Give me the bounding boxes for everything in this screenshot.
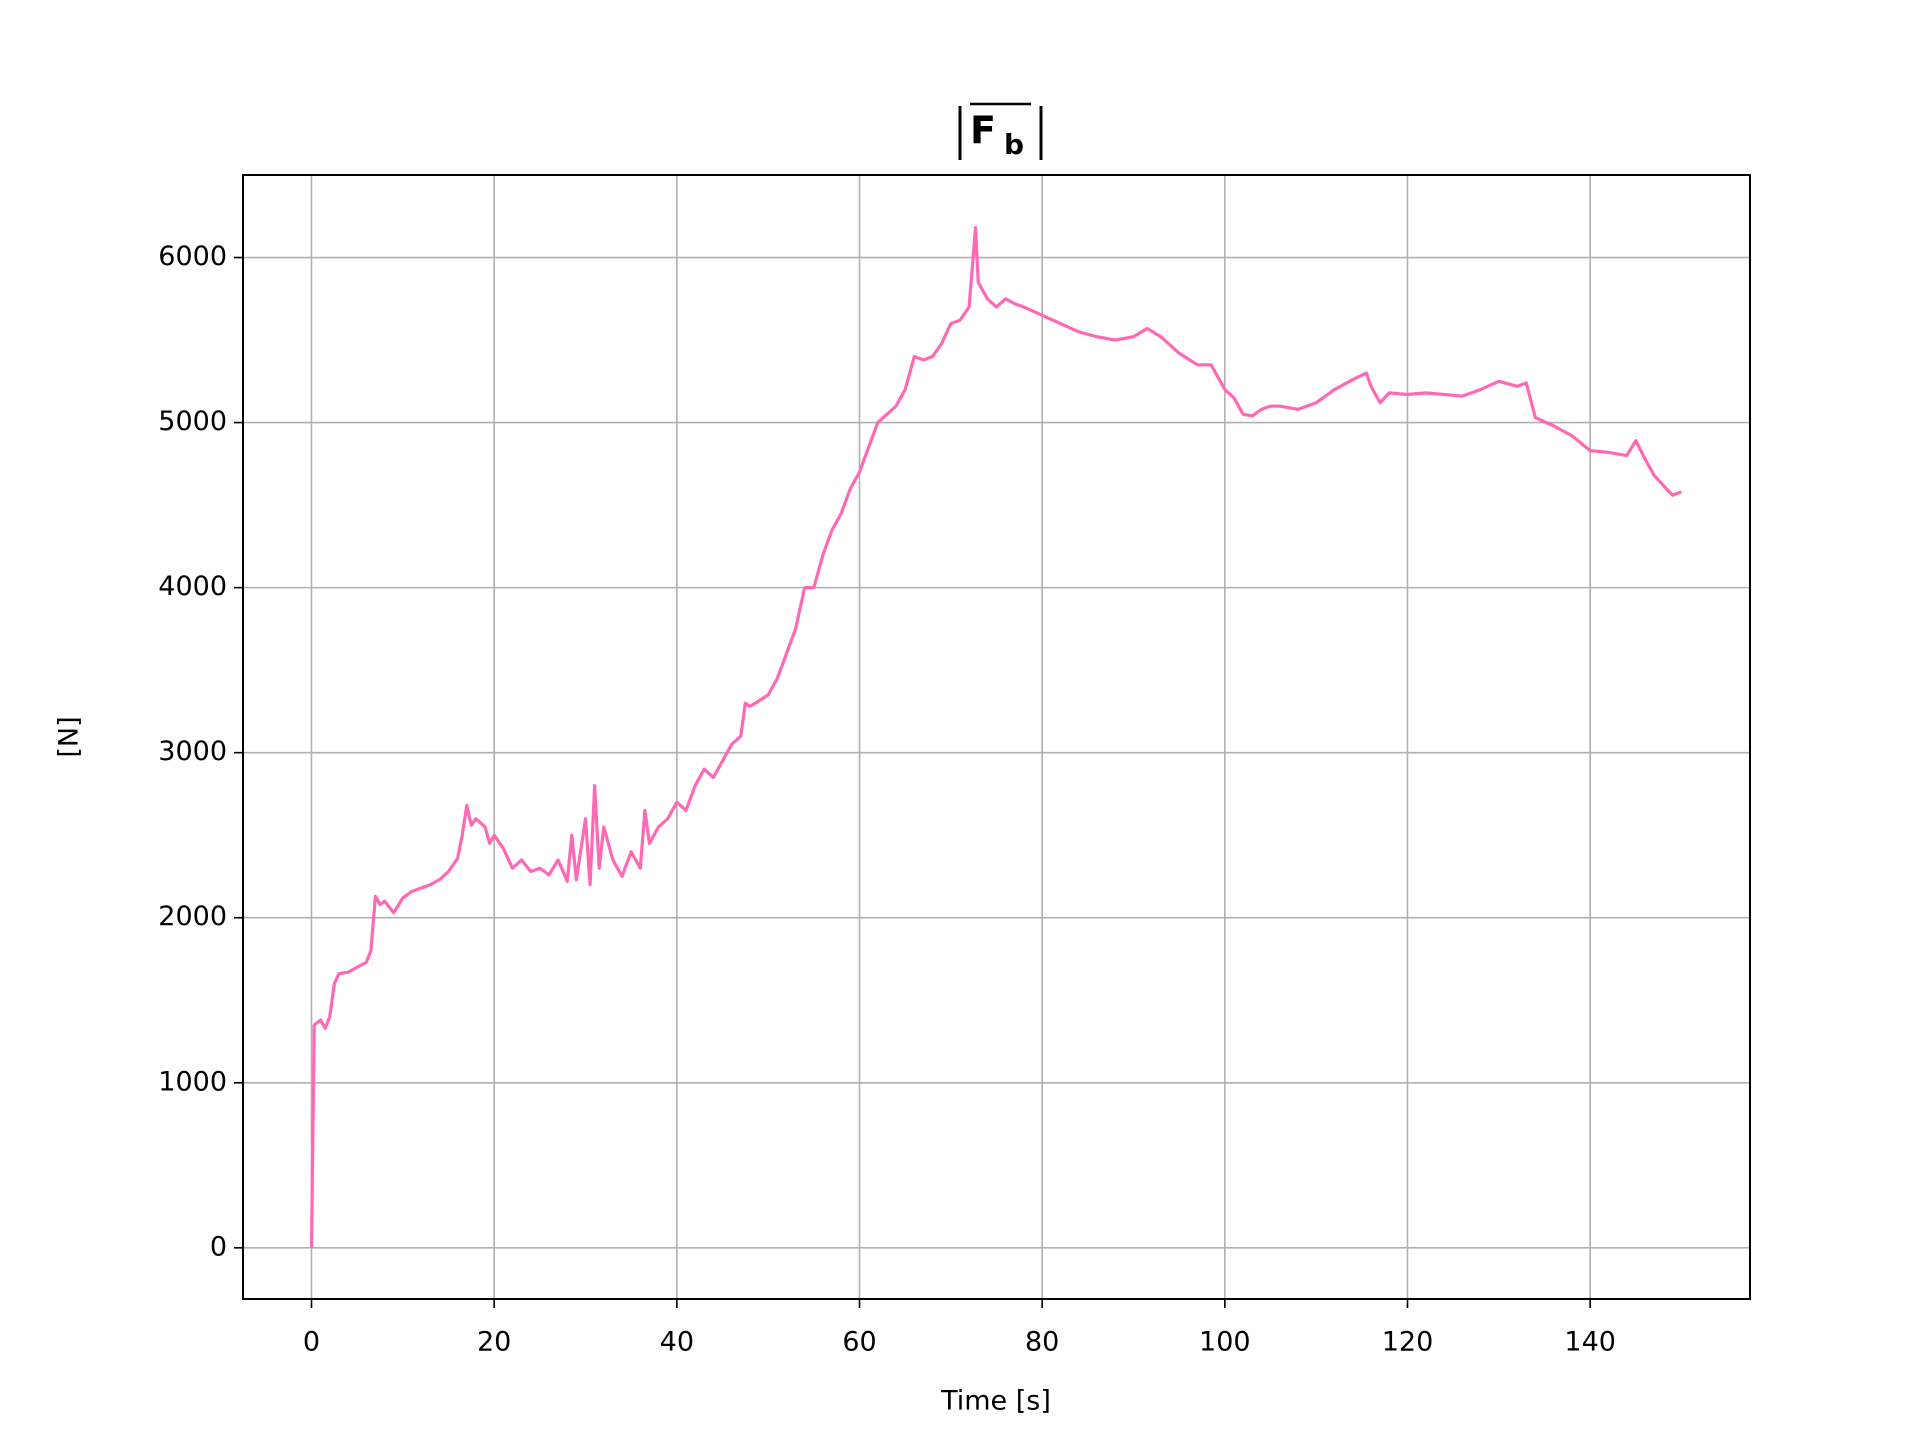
x-tick-label: 0 xyxy=(303,1327,320,1358)
x-tick-label: 60 xyxy=(842,1327,876,1358)
x-tick-label: 100 xyxy=(1199,1327,1251,1358)
y-tick-label: 6000 xyxy=(158,241,227,272)
title-symbol: F xyxy=(970,109,996,153)
x-tick-label: 20 xyxy=(477,1327,511,1358)
data-line xyxy=(309,226,1683,1248)
y-tick-label: 4000 xyxy=(158,571,227,602)
y-tick-label: 2000 xyxy=(158,901,227,932)
y-tick-label: 5000 xyxy=(158,406,227,437)
title-subscript: b xyxy=(1004,128,1024,161)
y-tick-label: 1000 xyxy=(158,1066,227,1097)
x-tick-label: 120 xyxy=(1382,1327,1434,1358)
y-axis-label: [N] xyxy=(54,716,85,757)
y-tick-label: 0 xyxy=(210,1231,227,1262)
x-tick-label: 80 xyxy=(1025,1327,1059,1358)
chart-title: F b xyxy=(958,102,1043,161)
x-tick-label: 140 xyxy=(1564,1327,1616,1358)
x-axis-label: Time [s] xyxy=(940,1386,1051,1417)
plot-frame xyxy=(242,174,1751,1300)
x-tick-label: 40 xyxy=(660,1327,694,1358)
y-tick-label: 3000 xyxy=(158,736,227,767)
